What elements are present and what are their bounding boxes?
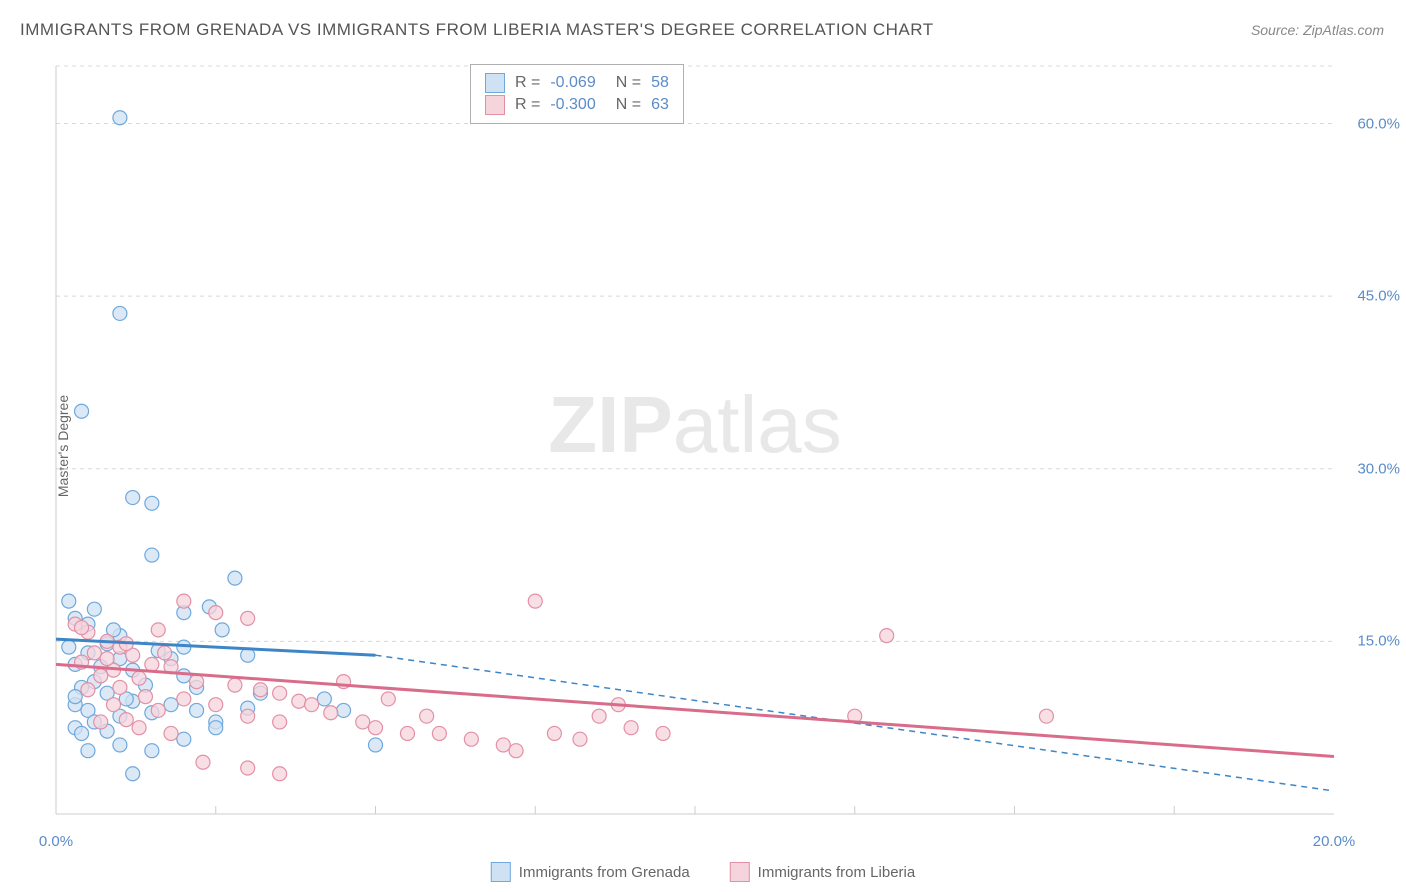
x-tick-label: 0.0% — [39, 833, 73, 850]
r-label: R = — [515, 96, 540, 114]
swatch-icon — [491, 862, 511, 882]
legend-item: Immigrants from Liberia — [730, 862, 916, 882]
r-label: R = — [515, 74, 540, 92]
r-value: -0.300 — [550, 96, 595, 114]
r-value: -0.069 — [550, 74, 595, 92]
swatch-icon — [485, 73, 505, 93]
n-value: 63 — [651, 96, 669, 114]
source-label: Source: ZipAtlas.com — [1251, 22, 1384, 38]
stats-row-grenada: R = -0.069 N = 58 — [485, 73, 669, 93]
y-tick-label: 60.0% — [1357, 115, 1400, 132]
legend-label: Immigrants from Grenada — [519, 864, 690, 881]
chart-area: ZIPatlas R = -0.069 N = 58 R = -0.300 N … — [50, 60, 1340, 820]
chart-container: IMMIGRANTS FROM GRENADA VS IMMIGRANTS FR… — [0, 0, 1406, 892]
swatch-icon — [730, 862, 750, 882]
chart-title: IMMIGRANTS FROM GRENADA VS IMMIGRANTS FR… — [20, 20, 934, 40]
scatter-plot — [50, 60, 1340, 820]
x-tick-label: 20.0% — [1313, 833, 1356, 850]
n-label: N = — [616, 74, 641, 92]
bottom-legend: Immigrants from Grenada Immigrants from … — [491, 862, 915, 882]
stats-row-liberia: R = -0.300 N = 63 — [485, 95, 669, 115]
swatch-icon — [485, 95, 505, 115]
legend-label: Immigrants from Liberia — [758, 864, 916, 881]
y-tick-label: 45.0% — [1357, 288, 1400, 305]
n-value: 58 — [651, 74, 669, 92]
stats-legend-box: R = -0.069 N = 58 R = -0.300 N = 63 — [470, 64, 684, 124]
n-label: N = — [616, 96, 641, 114]
y-tick-label: 30.0% — [1357, 460, 1400, 477]
legend-item: Immigrants from Grenada — [491, 862, 690, 882]
y-tick-label: 15.0% — [1357, 633, 1400, 650]
